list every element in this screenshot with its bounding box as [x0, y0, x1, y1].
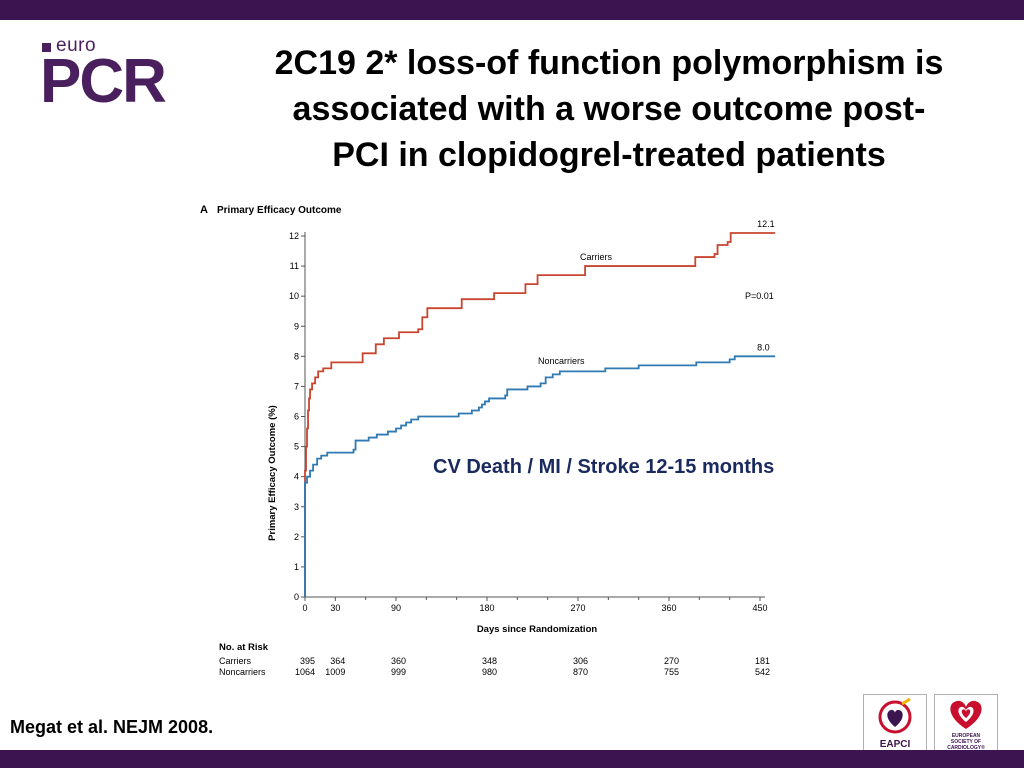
top-bar	[0, 0, 1024, 20]
esc-label-line: EUROPEAN	[951, 733, 981, 739]
x-tick-label: 270	[570, 603, 585, 613]
logo-euro-text: euro	[56, 35, 97, 56]
kaplan-meier-chart: A Primary Efficacy Outcome 0123456789101…	[200, 204, 776, 677]
at-risk-row-label: Carriers	[219, 656, 252, 666]
at-risk-value: 306	[573, 656, 588, 666]
at-risk-value: 542	[755, 667, 770, 677]
at-risk-value: 181	[755, 656, 770, 666]
y-tick-label: 2	[294, 532, 299, 542]
y-tick-label: 9	[294, 321, 299, 331]
y-tick-label: 6	[294, 412, 299, 422]
eapci-label: EAPCI	[879, 739, 911, 750]
y-tick-label: 12	[289, 231, 299, 241]
at-risk-value: 755	[664, 667, 679, 677]
at-risk-value: 348	[482, 656, 497, 666]
esc-label-line: CARDIOLOGY®	[947, 745, 985, 751]
x-tick-label: 360	[661, 603, 676, 613]
x-tick-label: 0	[302, 603, 307, 613]
esc-label-line: SOCIETY OF	[950, 739, 982, 745]
series-name-label: Carriers	[580, 252, 613, 262]
y-tick-label: 7	[294, 381, 299, 391]
y-tick-label: 4	[294, 472, 299, 482]
series-end-label: 12.1	[757, 219, 775, 229]
europcr-logo: euro PCR	[40, 35, 180, 118]
at-risk-value: 360	[391, 656, 406, 666]
bottom-bar	[0, 750, 1024, 768]
series-line-noncarriers	[304, 355, 776, 597]
x-axis-label: Days since Randomization	[477, 624, 598, 635]
at-risk-title: No. at Risk	[219, 642, 269, 653]
logo-square-icon	[42, 43, 51, 52]
y-tick-label: 10	[289, 291, 299, 301]
at-risk-value: 1009	[325, 667, 345, 677]
outcome-annotation: CV Death / MI / Stroke 12-15 months	[433, 456, 775, 478]
series-end-label: 8.0	[757, 342, 770, 352]
at-risk-value: 980	[482, 667, 497, 677]
eapci-badge: EAPCI	[863, 694, 927, 758]
logo-pcr-text: PCR	[40, 47, 167, 116]
chart-title: Primary Efficacy Outcome	[217, 205, 342, 216]
p-value-label: P=0.01	[745, 291, 774, 301]
citation: Megat et al. NEJM 2008.	[10, 717, 214, 737]
eapci-heart-icon	[878, 697, 912, 734]
y-tick-label: 3	[294, 502, 299, 512]
title-line: associated with a worse outcome post-	[292, 90, 926, 128]
at-risk-value: 870	[573, 667, 588, 677]
y-tick-label: 1	[294, 562, 299, 572]
x-tick-label: 180	[479, 603, 494, 613]
y-tick-label: 8	[294, 351, 299, 361]
y-tick-label: 11	[290, 261, 299, 271]
x-tick-label: 30	[330, 603, 340, 613]
x-tick-label: 90	[391, 603, 401, 613]
series-line-carriers	[304, 232, 776, 597]
series-layer: Carriers 12.1 Noncarriers 8.0	[304, 219, 776, 597]
slide-title: 2C19 2* loss-of function polymorphism is…	[200, 40, 1018, 178]
at-risk-value: 270	[664, 656, 679, 666]
title-line: 2C19 2* loss-of function polymorphism is	[274, 44, 944, 82]
x-tick-label: 450	[752, 603, 767, 613]
esc-badge: EUROPEAN SOCIETY OF CARDIOLOGY®	[934, 694, 998, 758]
at-risk-row-label: Noncarriers	[219, 667, 266, 677]
at-risk-value: 395	[300, 656, 315, 666]
at-risk-value: 999	[391, 667, 406, 677]
esc-label: EUROPEAN SOCIETY OF CARDIOLOGY®	[935, 733, 997, 751]
series-name-label: Noncarriers	[538, 356, 585, 366]
title-line: PCI in clopidogrel-treated patients	[332, 136, 886, 174]
y-tick-label: 0	[294, 592, 299, 602]
at-risk-value: 364	[330, 656, 345, 666]
panel-label: A	[200, 204, 208, 216]
esc-heart-icon	[950, 700, 982, 729]
y-tick-label: 5	[294, 442, 299, 452]
y-axis-label: Primary Efficacy Outcome (%)	[267, 405, 278, 541]
at-risk-value: 1064	[295, 667, 315, 677]
at-risk-table: No. at Risk Carriers Noncarriers 395 364 3…	[219, 642, 770, 677]
